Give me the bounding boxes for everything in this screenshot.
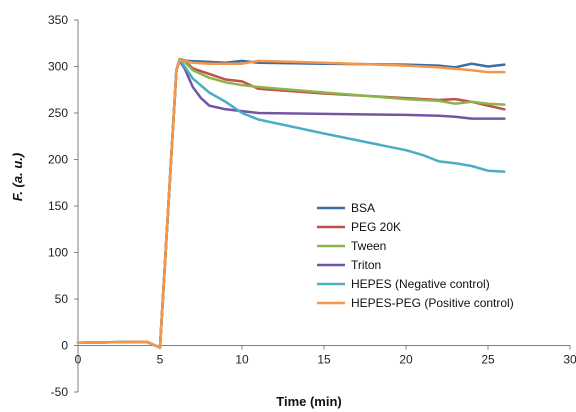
legend-label-4: HEPES (Negative control) [351,277,490,291]
y-axis-title: F. (a. u.) [10,153,25,201]
x-tick-label: 20 [399,353,413,367]
y-tick-label: 250 [48,106,68,120]
legend-label-5: HEPES-PEG (Positive control) [351,296,514,310]
y-tick-label: -50 [51,385,69,399]
axes [77,20,570,392]
y-tick-label: 50 [55,292,69,306]
x-axis-ticks: 0 5 10 15 20 25 30 [75,345,576,367]
series-lines [76,57,506,349]
x-tick-label: 10 [235,353,249,367]
y-tick-label: 350 [48,13,68,27]
legend-label-1: PEG 20K [351,220,401,234]
legend: BSA PEG 20K Tween Triton HEPES (Negative con… [317,201,514,310]
x-tick-label: 30 [563,353,576,367]
x-tick-label: 15 [317,353,331,367]
x-tick-label: 5 [157,353,164,367]
y-tick-label: 100 [48,246,68,260]
legend-label-2: Tween [351,239,386,253]
legend-label-3: Triton [351,258,381,272]
x-axis-title: Time (min) [276,394,342,409]
x-tick-label: 25 [481,353,495,367]
legend-label-0: BSA [351,201,375,215]
y-axis-ticks: -50 0 50 100 150 200 250 300 350 [48,13,78,399]
y-tick-label: 150 [48,199,68,213]
y-tick-label: 0 [61,339,68,353]
y-tick-label: 200 [48,153,68,167]
x-tick-label: 0 [75,353,82,367]
series-line-5 [76,58,506,349]
y-tick-label: 300 [48,60,68,74]
